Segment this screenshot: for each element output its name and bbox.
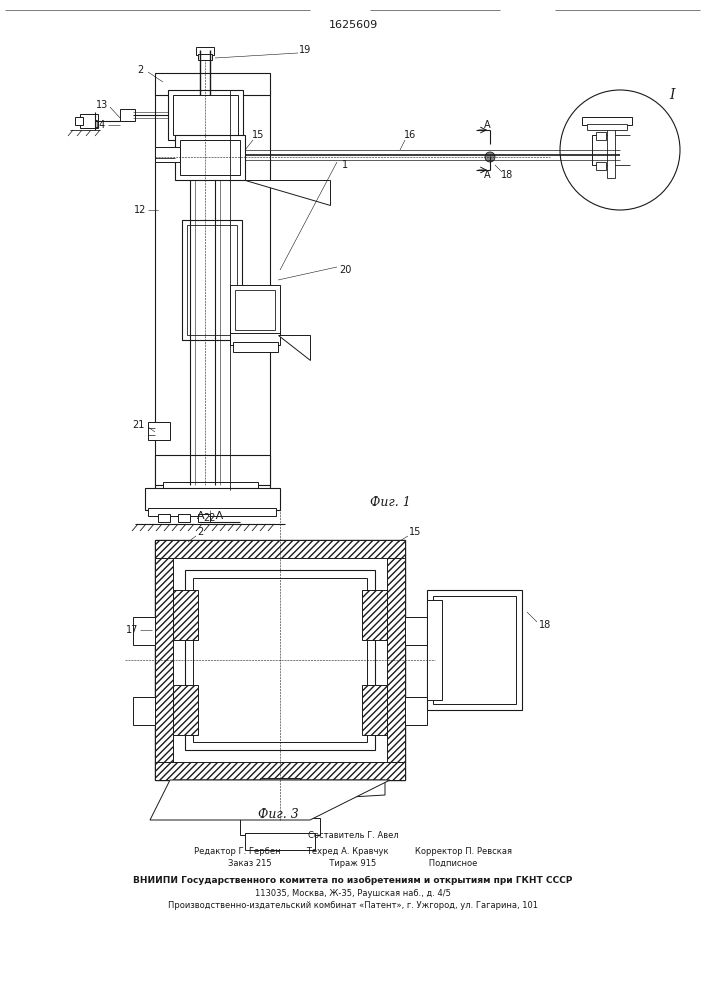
Bar xyxy=(233,342,278,352)
Circle shape xyxy=(560,90,680,210)
Bar xyxy=(268,798,292,820)
Bar xyxy=(198,54,212,60)
Bar xyxy=(230,333,280,345)
Bar xyxy=(193,578,367,742)
Text: 15: 15 xyxy=(252,130,264,140)
Text: 18: 18 xyxy=(501,170,513,180)
Circle shape xyxy=(485,152,495,162)
Bar xyxy=(158,514,170,522)
Text: 22: 22 xyxy=(204,513,216,523)
Text: Заказ 215                      Тираж 915                    Подписное: Заказ 215 Тираж 915 Подписное xyxy=(228,859,478,868)
Bar xyxy=(148,508,276,516)
Bar xyxy=(427,600,442,700)
Bar xyxy=(133,697,155,725)
Bar xyxy=(362,685,387,735)
Polygon shape xyxy=(245,180,330,205)
Bar xyxy=(187,225,237,335)
Text: 18: 18 xyxy=(539,620,551,630)
Text: ВНИИПИ Государственного комитета по изобретениям и открытиям при ГКНТ СССР: ВНИИПИ Государственного комитета по изоб… xyxy=(134,875,573,885)
Bar xyxy=(173,95,238,135)
Bar xyxy=(596,162,606,170)
Text: Фиг. 1: Фиг. 1 xyxy=(370,495,410,508)
Bar xyxy=(405,697,427,725)
Bar xyxy=(182,220,242,340)
Bar xyxy=(405,617,427,645)
Bar xyxy=(155,540,405,780)
Bar xyxy=(196,47,214,55)
Text: A: A xyxy=(484,170,491,180)
Bar xyxy=(245,833,315,850)
Polygon shape xyxy=(150,780,390,820)
Bar xyxy=(155,762,405,780)
Text: А - А: А - А xyxy=(197,511,223,521)
Text: 15: 15 xyxy=(409,527,421,537)
Text: 1: 1 xyxy=(342,160,348,170)
Text: 20: 20 xyxy=(339,265,351,275)
Bar xyxy=(185,570,375,750)
Text: Фиг. 3: Фиг. 3 xyxy=(257,808,298,822)
Polygon shape xyxy=(278,335,310,360)
Bar xyxy=(75,117,83,125)
Bar xyxy=(180,140,240,175)
Text: 2: 2 xyxy=(197,527,203,537)
Text: 16: 16 xyxy=(404,130,416,140)
Bar xyxy=(240,818,320,835)
Bar xyxy=(607,123,615,178)
Text: A: A xyxy=(484,120,491,130)
Bar xyxy=(155,455,270,485)
Bar xyxy=(596,132,606,140)
Bar xyxy=(173,590,198,640)
Text: 13: 13 xyxy=(96,100,108,110)
Text: 1625609: 1625609 xyxy=(328,20,378,30)
Bar xyxy=(198,514,210,522)
Bar xyxy=(582,117,632,125)
Bar xyxy=(175,135,245,180)
Text: 17: 17 xyxy=(126,625,138,635)
Bar xyxy=(235,290,275,330)
Bar xyxy=(587,124,627,130)
Polygon shape xyxy=(175,780,385,800)
Bar xyxy=(145,488,280,510)
Text: 113035, Москва, Ж-35, Раушская наб., д. 4/5: 113035, Москва, Ж-35, Раушская наб., д. … xyxy=(255,888,451,898)
Bar xyxy=(168,90,243,140)
Text: Производственно-издательский комбинат «Патент», г. Ужгород, ул. Гагарина, 101: Производственно-издательский комбинат «П… xyxy=(168,902,538,910)
Text: 19: 19 xyxy=(299,45,311,55)
Text: 12: 12 xyxy=(134,205,146,215)
Text: Редактор Г. Гербен          Техред А. Кравчук          Корректор П. Ревская: Редактор Г. Гербен Техред А. Кравчук Кор… xyxy=(194,848,512,856)
Bar xyxy=(155,73,270,95)
Bar xyxy=(148,422,170,440)
Text: 21: 21 xyxy=(132,420,144,430)
Bar xyxy=(155,147,180,162)
Bar xyxy=(80,114,98,128)
Bar xyxy=(362,590,387,640)
Text: 14: 14 xyxy=(94,120,106,130)
Bar xyxy=(173,685,198,735)
Bar xyxy=(433,596,516,704)
Text: 2: 2 xyxy=(137,65,143,75)
Bar xyxy=(260,778,300,800)
Bar xyxy=(427,590,522,710)
Bar xyxy=(155,558,173,762)
Bar xyxy=(387,558,405,762)
Bar xyxy=(120,109,135,121)
Bar xyxy=(230,285,280,335)
Text: I: I xyxy=(670,88,674,102)
Bar xyxy=(592,135,610,165)
Bar xyxy=(178,514,190,522)
Bar xyxy=(163,482,258,490)
Bar xyxy=(155,540,405,558)
Bar xyxy=(133,617,155,645)
Text: Составитель Г. Авел: Составитель Г. Авел xyxy=(308,830,398,840)
Bar xyxy=(155,90,270,490)
